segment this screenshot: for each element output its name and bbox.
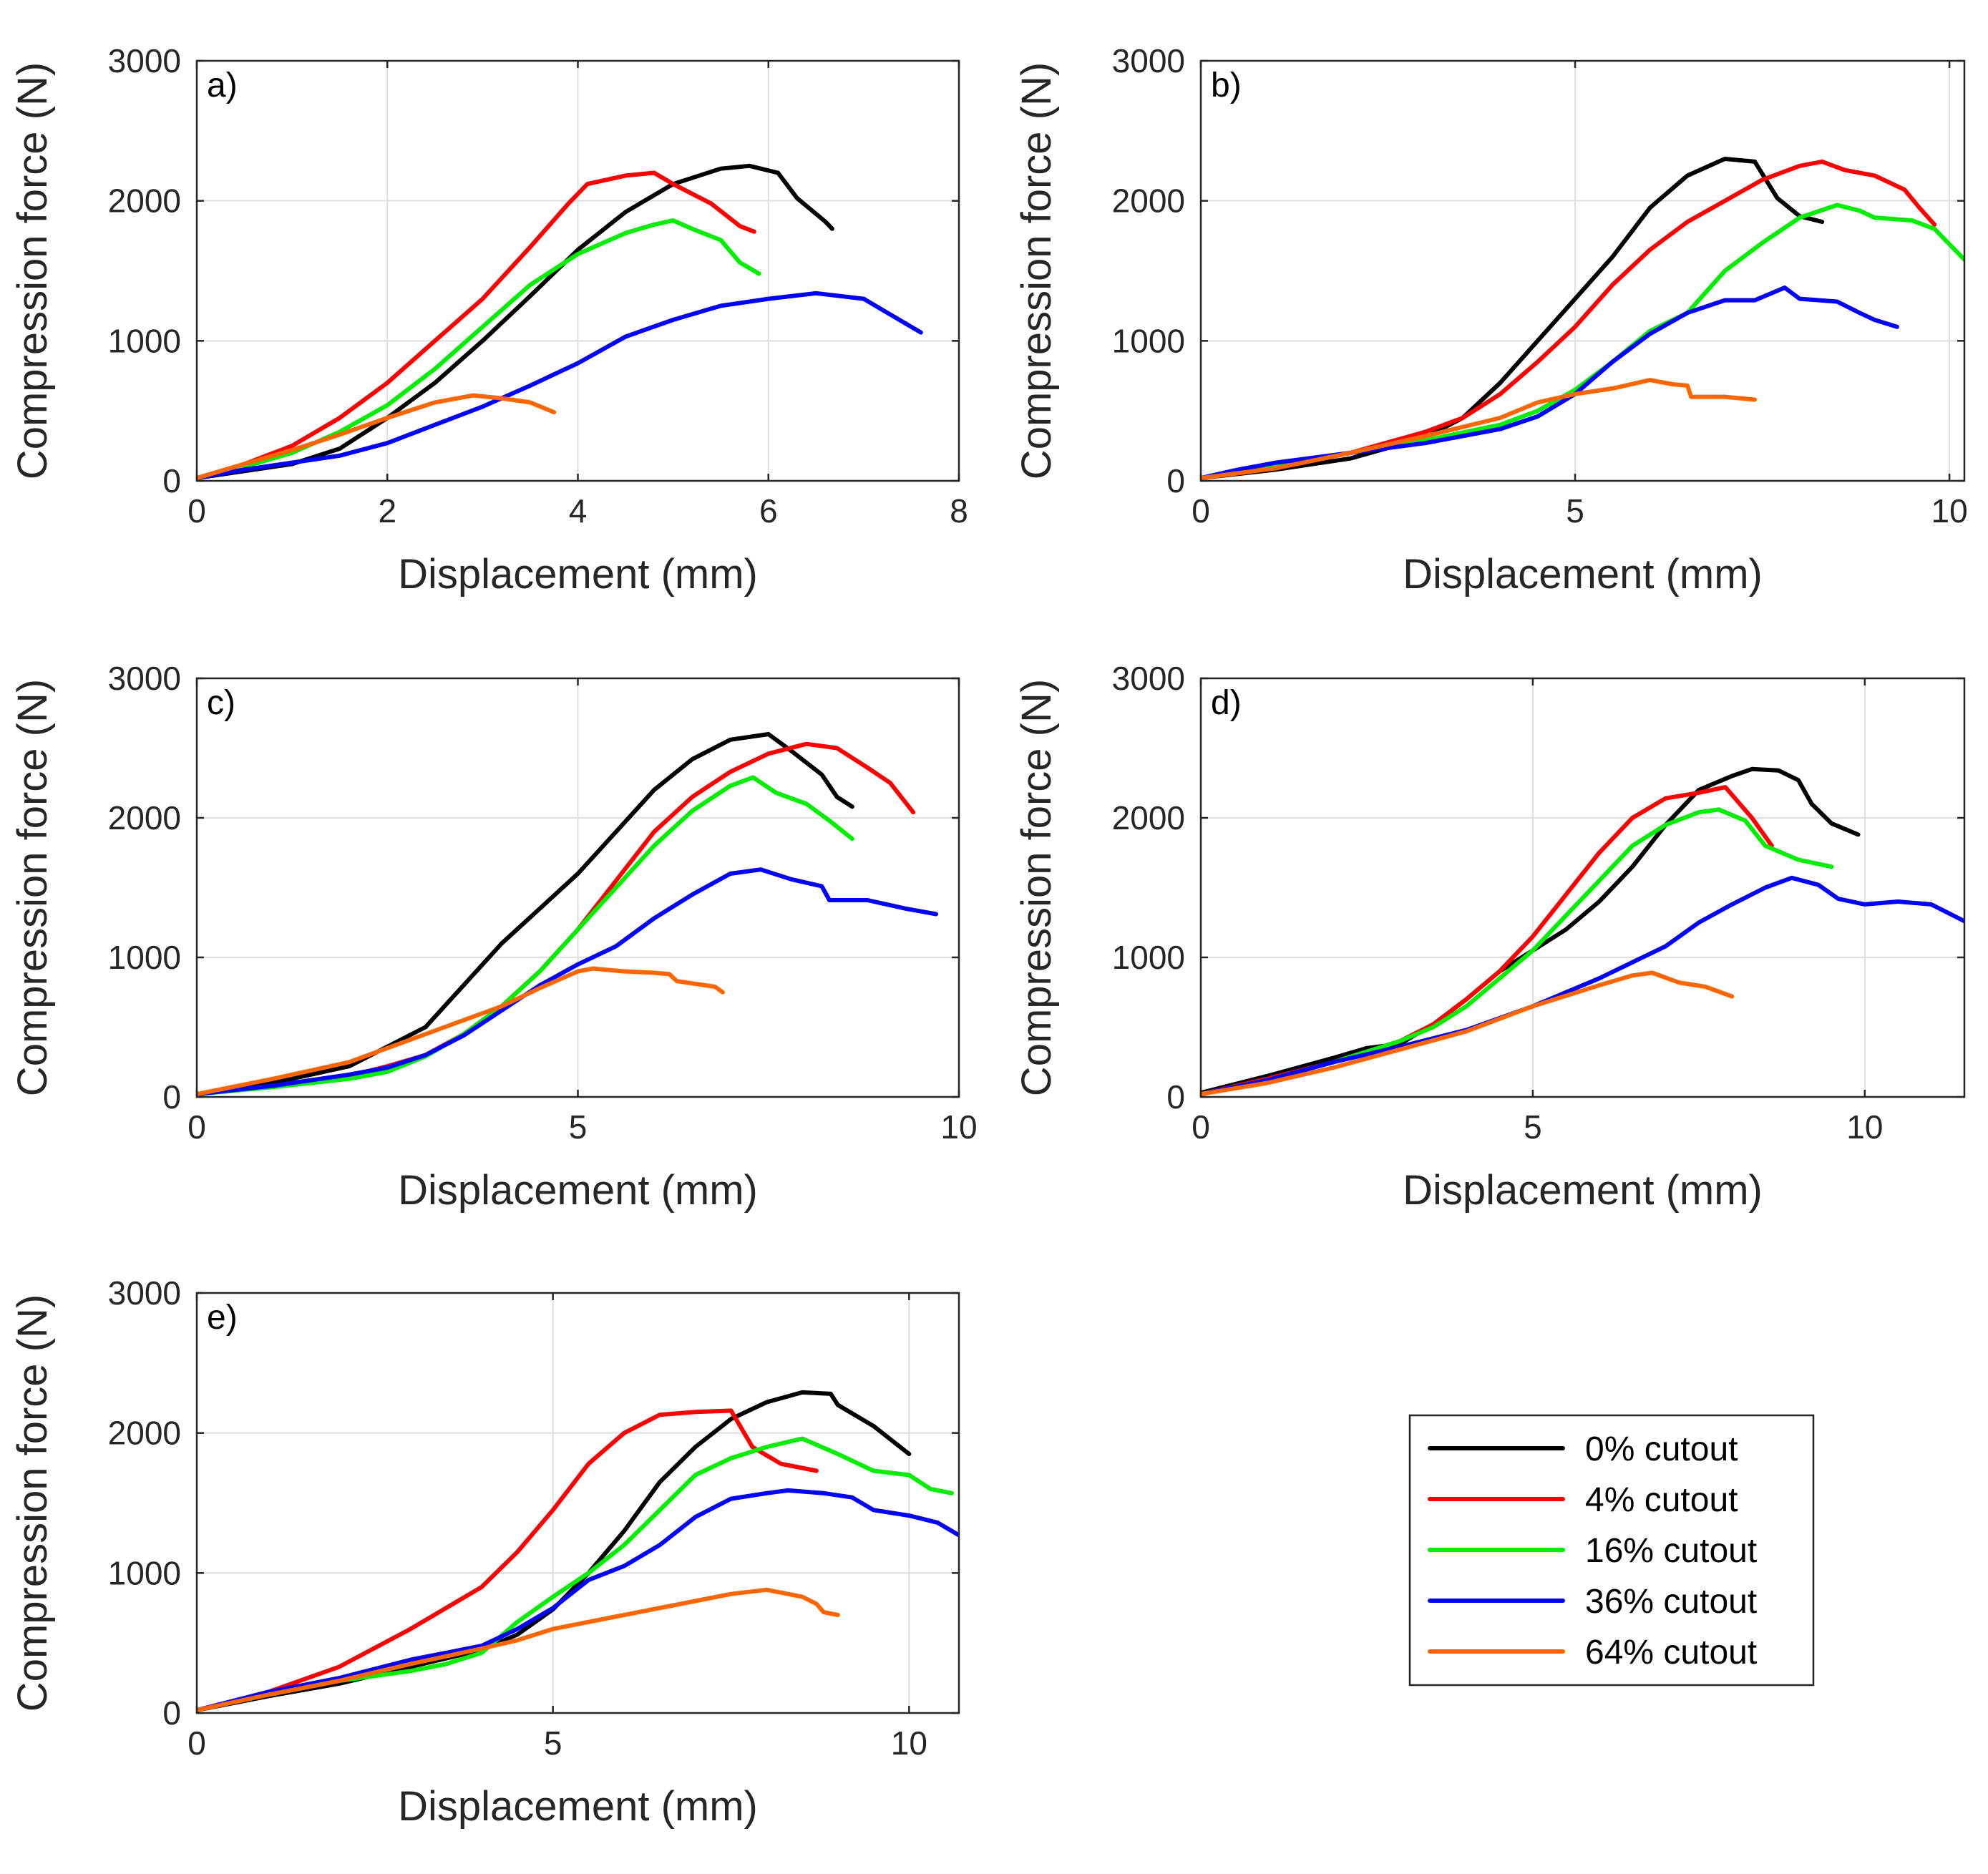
x-tick-label: 8 [950, 492, 968, 529]
series-line-16pct-cutout [197, 775, 854, 1097]
series-line-4pct-cutout [197, 170, 756, 481]
panel-label: a) [207, 67, 238, 104]
panel-label: b) [1211, 67, 1242, 104]
series-group [1201, 157, 1964, 481]
x-tick-label: 0 [187, 1108, 206, 1146]
series-line-64pct-cutout [1201, 970, 1735, 1097]
series-line-0pct-cutout [197, 1390, 912, 1713]
series-line-16pct-cutout [1201, 202, 1964, 481]
series-line-36pct-cutout [1201, 875, 1964, 1097]
legend-label-0pct-cutout: 0% cutout [1585, 1430, 1738, 1468]
y-tick-label: 2000 [108, 799, 181, 836]
plot-area [1201, 678, 1964, 1097]
axes-box [195, 1292, 960, 1714]
chart-panel-b: 0 5 10 0 1000 2000 3000 Displacement (mm) Compre… [1013, 42, 1968, 597]
series-line-16pct-cutout [197, 1436, 954, 1713]
x-tick-label: 10 [891, 1724, 927, 1762]
chart-panel-a: 0 2 4 6 8 0 1000 2000 3000 Displacement (mm) Compr… [9, 42, 968, 597]
x-tick-label: 10 [1931, 492, 1967, 529]
y-tick-label: 0 [1166, 1078, 1185, 1116]
series-line-16pct-cutout [1201, 807, 1834, 1097]
series-line-64pct-cutout [197, 1587, 840, 1713]
y-axis-label: Compression force (N) [1013, 679, 1060, 1096]
y-axis-label: Compression force (N) [9, 62, 56, 479]
legend: 0% cutout 4% cutout 16% cutout 36% cutout 64… [1408, 1414, 1815, 1687]
y-axis-label: Compression force (N) [9, 679, 56, 1096]
series-group [197, 1390, 959, 1713]
axes-box [1199, 677, 1966, 1098]
x-tick-label: 5 [1524, 1108, 1542, 1146]
y-tick-label: 0 [1166, 462, 1185, 499]
x-axis-label: Displacement (mm) [1403, 551, 1763, 597]
x-tick-label: 0 [187, 492, 206, 529]
x-tick-label: 2 [378, 492, 396, 529]
series-line-0pct-cutout [197, 163, 834, 481]
series-line-64pct-cutout [197, 966, 725, 1097]
series-line-36pct-cutout [197, 1488, 959, 1713]
series-group [197, 163, 923, 481]
y-tick-label: 1000 [1112, 939, 1185, 976]
y-tick-label: 1000 [108, 322, 181, 359]
x-tick-label: 0 [1192, 1108, 1210, 1146]
x-tick-label: 10 [940, 1108, 977, 1146]
y-tick-label: 0 [162, 1078, 181, 1116]
x-tick-label: 0 [1192, 492, 1210, 529]
y-axis-label: Compression force (N) [9, 1294, 56, 1712]
y-tick-label: 0 [162, 1694, 181, 1732]
plot-area [1201, 61, 1964, 481]
x-tick-label: 0 [187, 1724, 206, 1762]
series-group [1201, 766, 1964, 1097]
x-tick-label: 5 [544, 1724, 562, 1762]
x-axis-label: Displacement (mm) [1403, 1167, 1763, 1214]
legend-label-36pct-cutout: 36% cutout [1585, 1583, 1757, 1621]
legend-label-64pct-cutout: 64% cutout [1585, 1634, 1757, 1672]
x-axis-label: Displacement (mm) [398, 551, 758, 597]
x-axis-label: Displacement (mm) [398, 1167, 758, 1214]
y-tick-label: 1000 [108, 1554, 181, 1591]
series-line-64pct-cutout [197, 393, 557, 481]
y-tick-label: 3000 [1112, 42, 1185, 79]
plot-area [197, 1293, 959, 1713]
x-tick-label: 6 [759, 492, 778, 529]
series-line-64pct-cutout [1201, 378, 1758, 481]
series-line-0pct-cutout [197, 732, 854, 1097]
series-line-4pct-cutout [1201, 159, 1937, 481]
series-line-36pct-cutout [197, 291, 923, 481]
y-tick-label: 3000 [1112, 660, 1185, 697]
panel-label: e) [207, 1299, 238, 1337]
y-tick-label: 2000 [1112, 799, 1185, 836]
series-line-4pct-cutout [197, 1408, 819, 1713]
panel-label: c) [207, 684, 235, 722]
series-group [197, 732, 938, 1097]
chart-panel-c: 0 5 10 0 1000 2000 3000 Displacement (mm) Compre… [9, 660, 978, 1214]
y-tick-label: 1000 [108, 939, 181, 976]
x-tick-label: 4 [569, 492, 588, 529]
y-tick-label: 3000 [108, 42, 181, 79]
y-tick-label: 3000 [108, 660, 181, 697]
y-tick-label: 3000 [108, 1274, 181, 1312]
y-tick-label: 2000 [108, 182, 181, 220]
x-axis-label: Displacement (mm) [398, 1783, 758, 1830]
chart-panel-e: 0 5 10 0 1000 2000 3000 Displacement (mm) Compre… [9, 1274, 960, 1830]
y-tick-label: 1000 [1112, 322, 1185, 359]
legend-label-16pct-cutout: 16% cutout [1585, 1532, 1757, 1570]
series-line-36pct-cutout [197, 867, 938, 1097]
x-tick-label: 5 [569, 1108, 588, 1146]
y-tick-label: 0 [162, 462, 181, 499]
y-tick-label: 2000 [1112, 182, 1185, 220]
legend-label-4pct-cutout: 4% cutout [1585, 1481, 1738, 1519]
x-tick-label: 5 [1566, 492, 1584, 529]
axes-box [1199, 59, 1966, 482]
panel-label: d) [1211, 684, 1242, 722]
y-tick-label: 2000 [108, 1415, 181, 1452]
y-axis-label: Compression force (N) [1013, 62, 1060, 479]
x-tick-label: 10 [1846, 1108, 1883, 1146]
chart-panel-d: 0 5 10 0 1000 2000 3000 Displacement (mm) Compre… [1013, 660, 1966, 1214]
